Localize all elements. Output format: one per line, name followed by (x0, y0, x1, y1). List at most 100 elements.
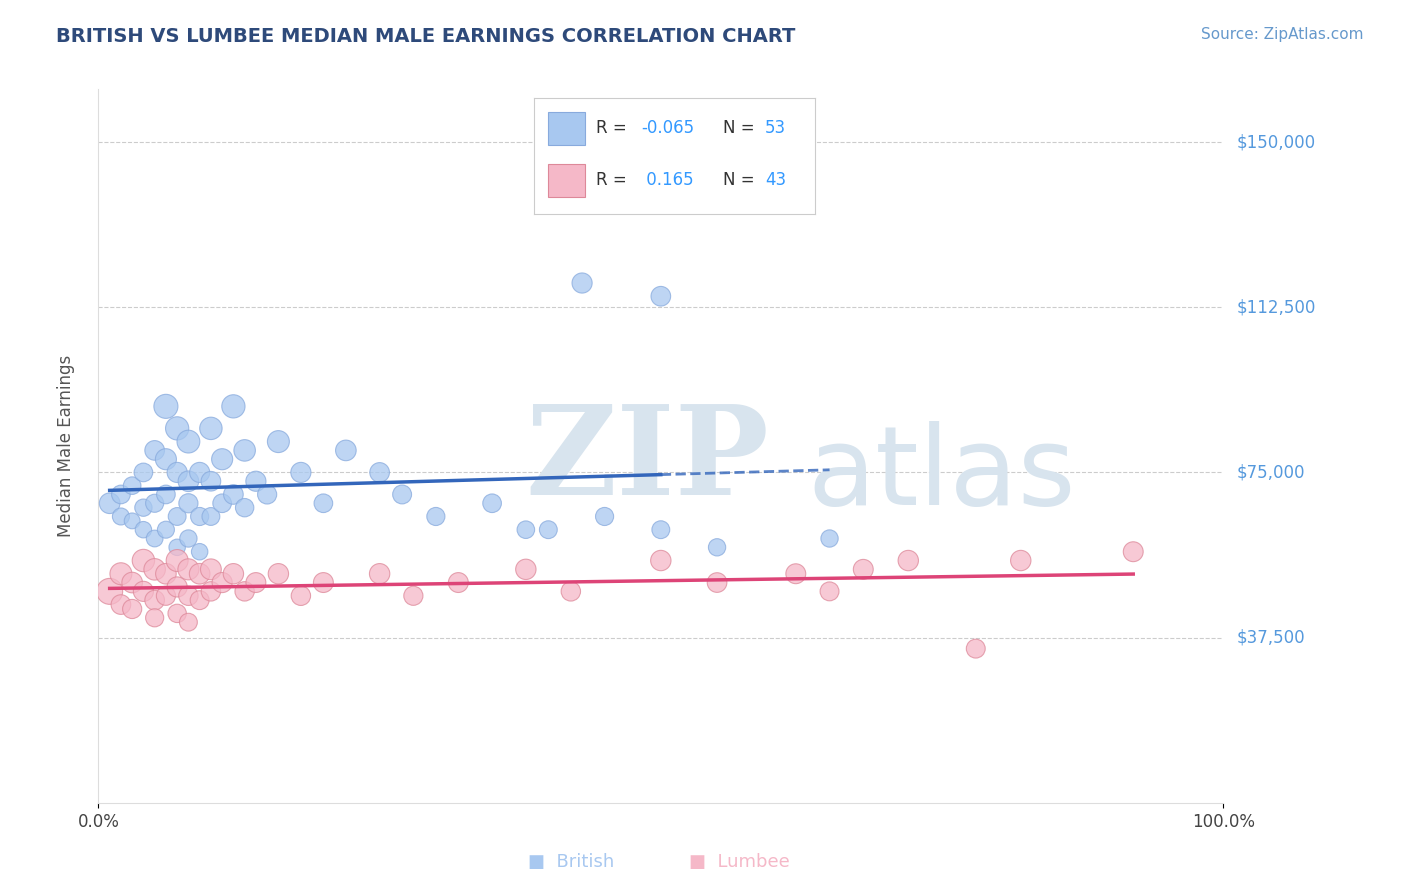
Point (143, 593, 166, 607)
Point (222, 400, 245, 414)
Point (245, 475, 267, 489)
Point (177, 434, 200, 449)
Point (211, 496, 233, 510)
Text: R =: R = (596, 119, 633, 136)
Point (188, 509, 211, 524)
Point (188, 466, 211, 480)
Point (233, 584, 256, 599)
Point (593, 509, 616, 524)
Point (571, 276, 593, 290)
Point (290, 466, 312, 480)
Point (515, 562, 537, 576)
Point (211, 575, 233, 590)
Point (132, 584, 155, 599)
Point (391, 487, 413, 501)
Point (177, 562, 200, 576)
Point (222, 487, 245, 501)
Point (965, 641, 987, 656)
Text: N =: N = (723, 171, 759, 189)
Point (143, 562, 166, 576)
Point (1010, 553, 1032, 567)
Point (132, 500, 155, 515)
Point (132, 523, 155, 537)
Point (267, 434, 290, 449)
Point (818, 532, 841, 546)
Point (121, 602, 143, 616)
Text: ■  Lumbee: ■ Lumbee (689, 853, 790, 871)
Point (143, 611, 166, 625)
Point (256, 487, 278, 501)
Point (177, 615, 200, 630)
Point (188, 566, 211, 581)
Point (121, 514, 143, 528)
Point (897, 553, 920, 567)
Point (121, 575, 143, 590)
Text: -0.065: -0.065 (641, 119, 695, 136)
Point (143, 532, 166, 546)
Point (110, 598, 132, 612)
Point (155, 589, 177, 603)
Text: 43: 43 (765, 171, 786, 189)
Point (368, 466, 391, 480)
Point (188, 545, 211, 559)
Point (177, 496, 200, 510)
Point (312, 575, 335, 590)
Point (177, 532, 200, 546)
Text: 0.165: 0.165 (641, 171, 693, 189)
Point (233, 443, 256, 458)
Text: N =: N = (723, 119, 759, 136)
Point (222, 566, 245, 581)
Bar (548, 164, 585, 197)
Point (818, 584, 841, 599)
Text: Source: ZipAtlas.com: Source: ZipAtlas.com (1201, 27, 1364, 42)
Point (650, 523, 672, 537)
Point (98, 496, 121, 510)
Point (121, 478, 143, 492)
Point (537, 523, 560, 537)
Point (425, 509, 447, 524)
Point (402, 589, 425, 603)
Text: $150,000: $150,000 (1237, 133, 1316, 151)
Point (650, 553, 672, 567)
Point (155, 523, 177, 537)
Point (852, 562, 875, 576)
Text: $112,500: $112,500 (1237, 298, 1316, 317)
Point (1122, 545, 1144, 559)
Point (233, 500, 256, 515)
Point (515, 523, 537, 537)
Text: $37,500: $37,500 (1237, 629, 1305, 647)
Text: 53: 53 (765, 119, 786, 136)
Point (706, 541, 728, 555)
Point (211, 452, 233, 467)
Point (200, 509, 222, 524)
Point (785, 566, 807, 581)
Point (290, 589, 312, 603)
Point (98, 584, 121, 599)
Point (447, 575, 470, 590)
Y-axis label: Median Male Earnings: Median Male Earnings (56, 355, 75, 537)
Point (188, 593, 211, 607)
Point (312, 496, 335, 510)
Text: ■  British: ■ British (527, 853, 614, 871)
Point (706, 575, 728, 590)
Point (155, 487, 177, 501)
Point (200, 475, 222, 489)
Point (110, 566, 132, 581)
Text: atlas: atlas (807, 421, 1076, 528)
Point (143, 496, 166, 510)
Point (200, 421, 222, 435)
Point (155, 452, 177, 467)
Point (166, 466, 188, 480)
Point (335, 443, 357, 458)
Point (132, 553, 155, 567)
Point (155, 566, 177, 581)
Point (166, 509, 188, 524)
Text: BRITISH VS LUMBEE MEDIAN MALE EARNINGS CORRELATION CHART: BRITISH VS LUMBEE MEDIAN MALE EARNINGS C… (56, 27, 796, 45)
Point (650, 289, 672, 303)
Point (200, 584, 222, 599)
Point (166, 541, 188, 555)
Text: R =: R = (596, 171, 633, 189)
Point (177, 589, 200, 603)
Point (110, 509, 132, 524)
Point (166, 553, 188, 567)
